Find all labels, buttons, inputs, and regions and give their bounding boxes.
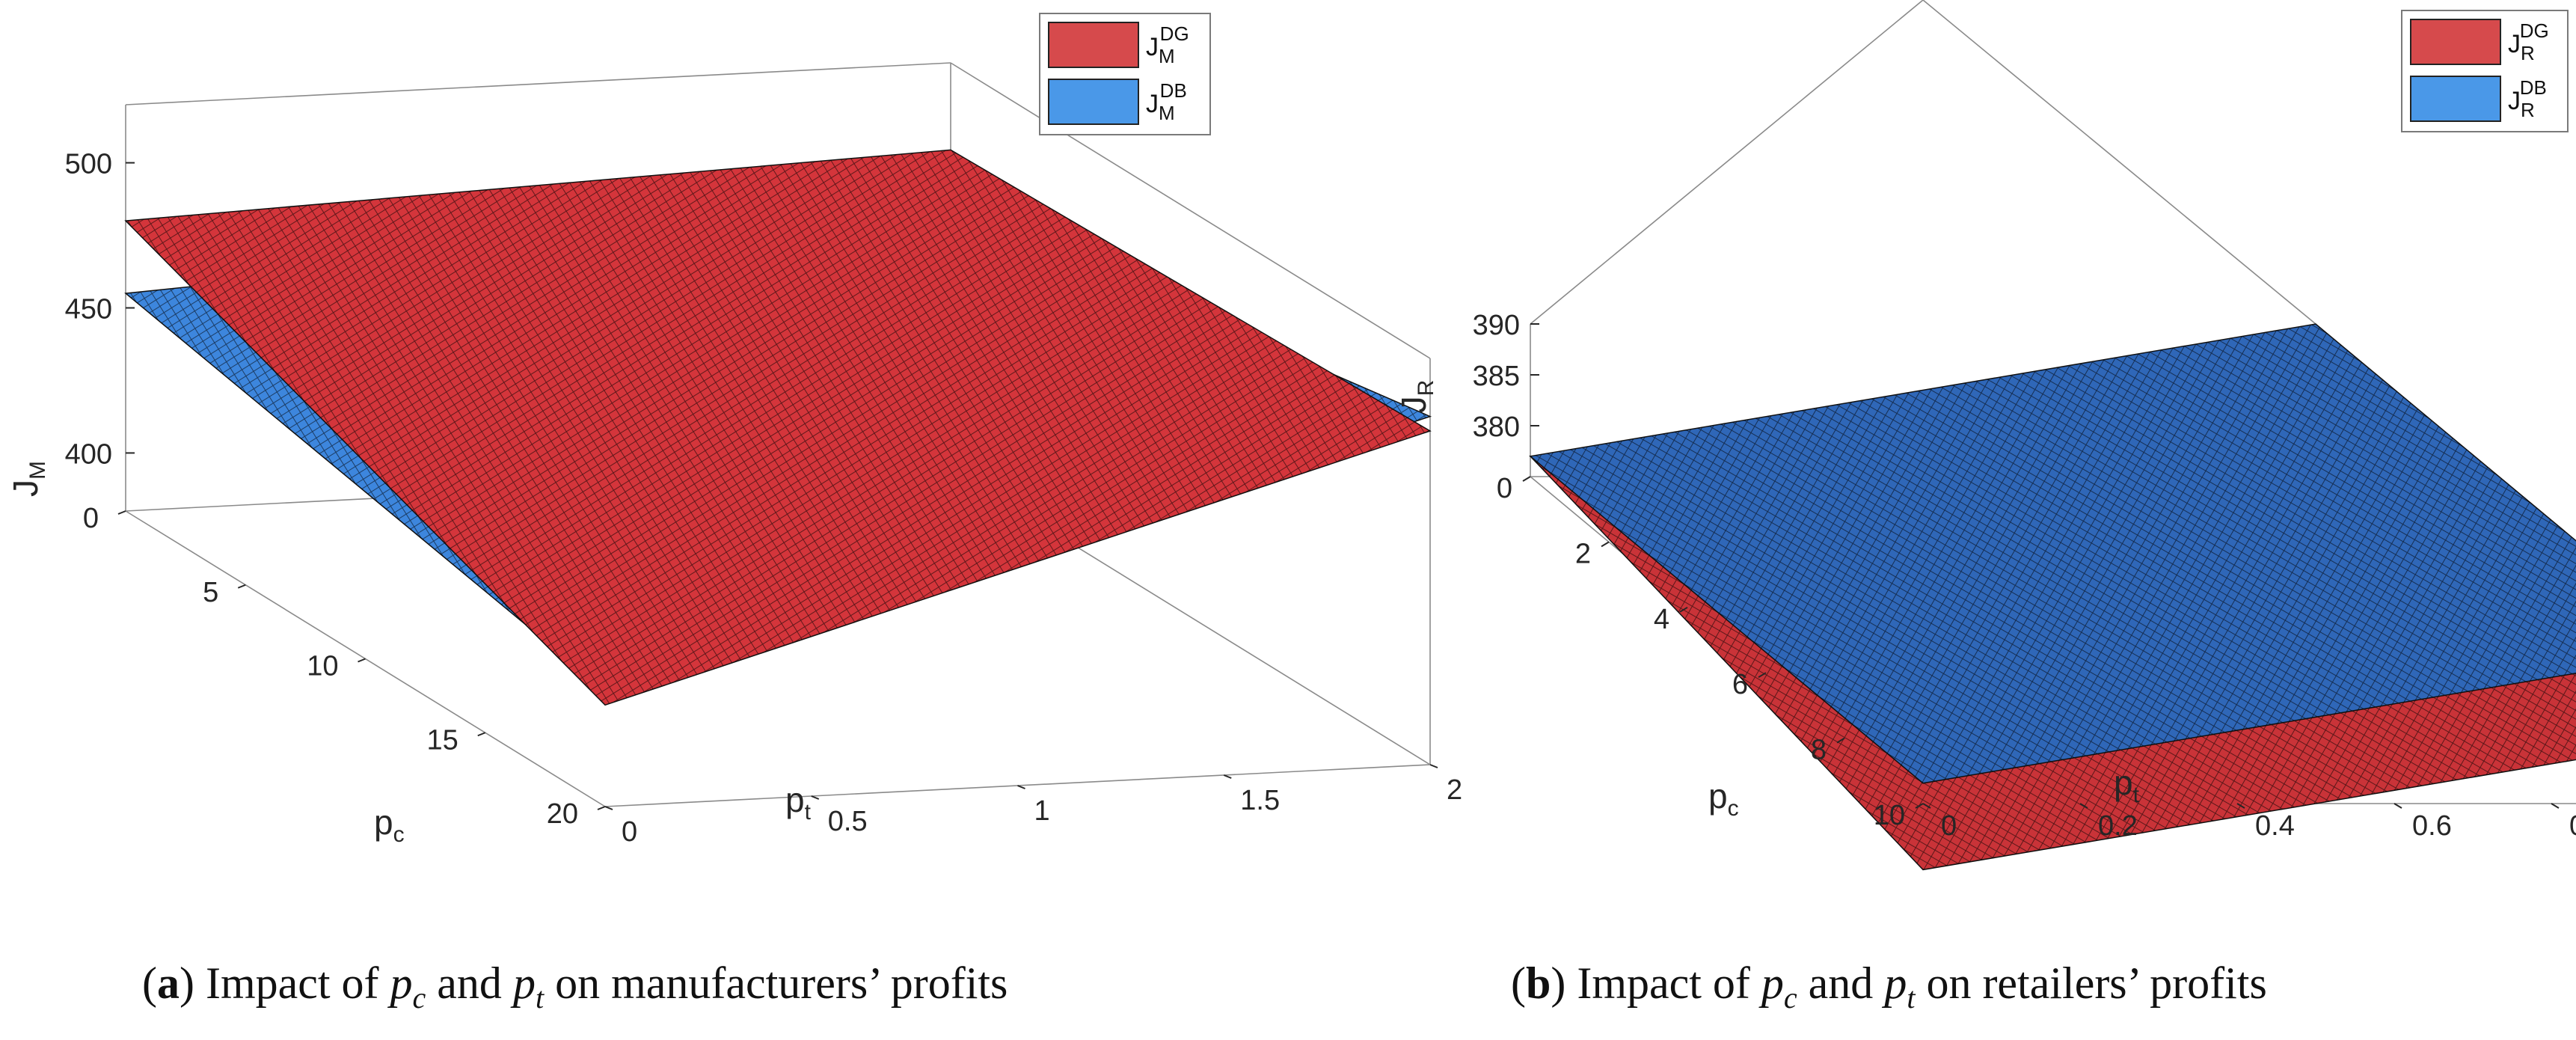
z-axis-label-a: JM — [6, 461, 50, 497]
z-tick-label-a-2: 500 — [65, 149, 112, 180]
y-tick-label-a-1: 0.5 — [828, 806, 868, 837]
surface-jr-db-mesh — [1530, 324, 2576, 783]
legend-swatch-db — [1048, 79, 1139, 125]
caption-b-var1: p — [1761, 958, 1784, 1008]
x-tick-label-b-5: 10 — [1874, 800, 1905, 831]
z-tick-label-b-0: 380 — [1473, 412, 1520, 443]
x-tick-label-a-1: 5 — [203, 577, 218, 608]
z-tick-label-b-1: 385 — [1473, 361, 1520, 392]
chart-panel-b: 024681000.20.40.60.81380385390pcptJRJRDG… — [1394, 0, 2576, 871]
x-tick-label-a-0: 0 — [83, 503, 99, 534]
z-tick-label-a-1: 450 — [65, 294, 112, 325]
x-tick-label-a-3: 15 — [426, 724, 458, 756]
legend-swatch-db — [2410, 76, 2501, 122]
legend-label-db: JMDB — [1146, 79, 1187, 124]
caption-a-pre: ) Impact of — [179, 958, 390, 1008]
caption-b-var1-sub: c — [1783, 981, 1797, 1015]
y-tick-label-a-3: 1.5 — [1240, 785, 1280, 816]
caption-a-mid: and — [426, 958, 513, 1008]
x-tick-label-a-4: 20 — [547, 798, 578, 830]
chart-panel-a: 0 5 10 15 20 0 0.5 1 1.5 2 400 450 500 pc pt JM JMDG JMDB — [6, 13, 1462, 848]
ticks-a: 0 5 10 15 20 0 0.5 1 1.5 2 400 450 500 — [65, 149, 1463, 848]
caption-b-pre: ) Impact of — [1551, 958, 1761, 1008]
legend-a: JMDG JMDB — [1039, 13, 1211, 135]
x-tick-label-b-3: 6 — [1732, 669, 1748, 700]
y-tick-label-b-3: 0.6 — [2412, 810, 2452, 842]
legend-swatch-dg — [2410, 19, 2501, 65]
x-tick-label-b-0: 0 — [1497, 473, 1512, 504]
z-tick-label-b-2: 390 — [1473, 310, 1520, 341]
caption-b-mid: and — [1797, 958, 1885, 1008]
y-axis-label-b: pt — [2114, 763, 2140, 807]
x-tick-label-a-2: 10 — [307, 651, 338, 682]
caption-b: (b) Impact of pc and pt on retailers’ pr… — [1511, 958, 2267, 1015]
x-axis-label-b: pc — [1708, 777, 1739, 821]
caption-b-var2: p — [1884, 958, 1907, 1008]
y-tick-label-b-2: 0.4 — [2255, 810, 2295, 842]
caption-a-post: on manufacturers’ profits — [544, 958, 1008, 1008]
legend-swatch-dg — [1048, 22, 1139, 68]
legend-label-dg: JRDG — [2508, 19, 2549, 64]
caption-a-var1: p — [390, 958, 413, 1008]
z-axis-label-b: JR — [1394, 380, 1438, 414]
legend-label-db: JRDB — [2508, 76, 2547, 121]
y-tick-label-b-0: 0 — [1941, 810, 1957, 842]
y-tick-label-b-4: 0.8 — [2569, 810, 2576, 842]
x-tick-label-b-4: 8 — [1811, 735, 1827, 766]
y-tick-label-a-0: 0 — [622, 816, 637, 848]
caption-a: (a) Impact of pc and pt on manufacturers… — [142, 958, 1008, 1015]
caption-b-label: b — [1525, 958, 1551, 1008]
y-tick-label-b-1: 0.2 — [2098, 810, 2138, 842]
x-tick-label-b-1: 2 — [1575, 538, 1591, 569]
caption-a-var2: p — [512, 958, 536, 1008]
legend-b: JRDG JRDB — [2401, 10, 2569, 132]
caption-a-var1-sub: c — [412, 981, 426, 1015]
caption-b-post: on retailers’ profits — [1915, 958, 2267, 1008]
x-tick-label-b-2: 4 — [1654, 604, 1669, 635]
y-axis-label-a: pt — [785, 780, 812, 825]
caption-b-var2-sub: t — [1907, 981, 1916, 1015]
legend-label-dg: JMDG — [1146, 22, 1189, 67]
surface-jm-dg-mesh — [126, 150, 1430, 706]
x-axis-label-a: pc — [374, 803, 405, 847]
y-tick-label-a-2: 1 — [1034, 795, 1050, 827]
y-tick-label-a-4: 2 — [1447, 774, 1462, 806]
caption-a-var2-sub: t — [535, 981, 545, 1015]
caption-a-label: a — [156, 958, 180, 1008]
z-tick-label-a-0: 400 — [65, 438, 112, 470]
